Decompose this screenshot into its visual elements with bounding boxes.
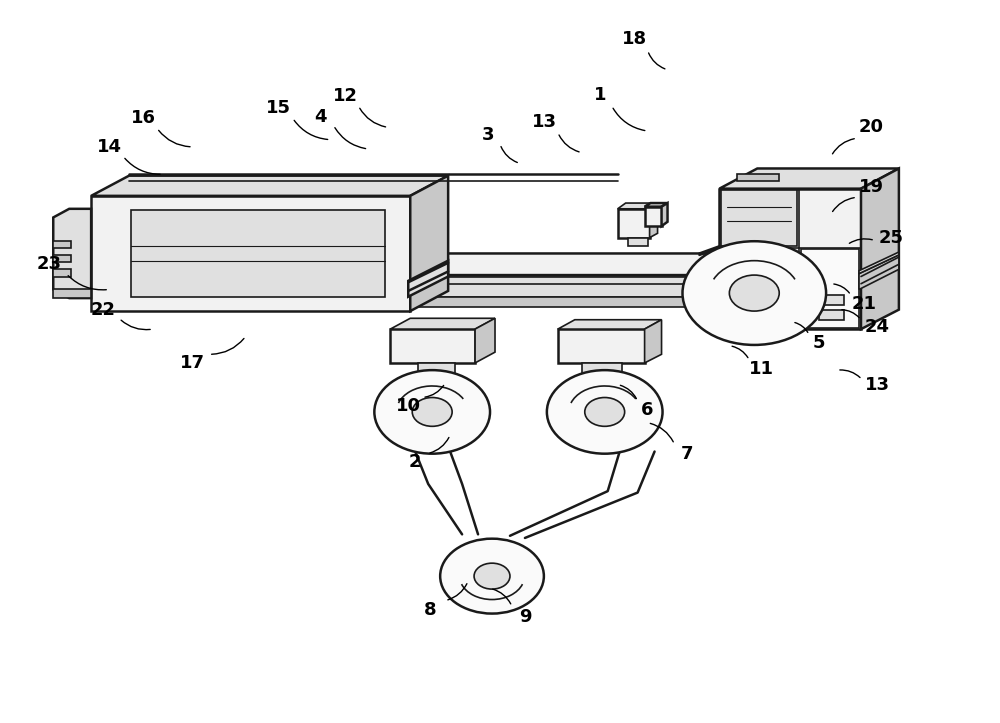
Text: 20: 20 xyxy=(858,119,883,137)
Polygon shape xyxy=(53,209,91,298)
Polygon shape xyxy=(206,296,699,307)
Text: 8: 8 xyxy=(424,601,437,619)
Polygon shape xyxy=(737,174,779,181)
Polygon shape xyxy=(410,176,448,311)
Text: 11: 11 xyxy=(749,360,774,377)
Polygon shape xyxy=(618,203,658,209)
Polygon shape xyxy=(91,196,410,311)
Polygon shape xyxy=(859,255,899,289)
Polygon shape xyxy=(618,209,650,238)
Text: 10: 10 xyxy=(396,397,421,415)
Polygon shape xyxy=(719,168,899,189)
Text: 1: 1 xyxy=(593,86,606,104)
Polygon shape xyxy=(558,329,645,363)
Text: 6: 6 xyxy=(641,401,654,419)
Text: 15: 15 xyxy=(266,99,291,117)
Polygon shape xyxy=(53,269,71,276)
Text: 18: 18 xyxy=(622,30,647,48)
Polygon shape xyxy=(390,318,495,329)
Polygon shape xyxy=(699,275,721,296)
Text: 24: 24 xyxy=(864,318,889,336)
Circle shape xyxy=(682,241,826,345)
Text: 2: 2 xyxy=(409,453,421,471)
Polygon shape xyxy=(475,318,495,363)
Circle shape xyxy=(440,539,544,614)
Text: 5: 5 xyxy=(813,335,825,353)
Text: 16: 16 xyxy=(130,109,155,127)
Circle shape xyxy=(412,398,452,427)
Circle shape xyxy=(374,370,490,454)
Polygon shape xyxy=(628,238,648,247)
Polygon shape xyxy=(53,255,71,262)
Polygon shape xyxy=(291,276,694,283)
Polygon shape xyxy=(460,578,525,581)
Text: 25: 25 xyxy=(878,228,903,247)
Polygon shape xyxy=(53,289,91,298)
Circle shape xyxy=(474,563,510,589)
Polygon shape xyxy=(53,241,71,248)
Polygon shape xyxy=(859,252,899,273)
Polygon shape xyxy=(819,309,844,320)
Text: 7: 7 xyxy=(681,445,694,463)
Text: 14: 14 xyxy=(97,138,122,156)
Text: 9: 9 xyxy=(519,608,531,626)
Polygon shape xyxy=(418,363,455,385)
Circle shape xyxy=(585,398,625,427)
Polygon shape xyxy=(801,249,859,328)
Polygon shape xyxy=(699,265,739,275)
Text: 4: 4 xyxy=(314,108,327,126)
Polygon shape xyxy=(206,275,699,296)
Text: 21: 21 xyxy=(851,295,876,313)
Text: 12: 12 xyxy=(333,87,358,106)
Polygon shape xyxy=(719,189,861,329)
Polygon shape xyxy=(582,363,622,385)
Text: 19: 19 xyxy=(858,178,883,196)
Polygon shape xyxy=(721,190,797,247)
Text: 22: 22 xyxy=(91,301,116,319)
Text: 3: 3 xyxy=(482,126,494,144)
Circle shape xyxy=(547,370,663,454)
Text: 13: 13 xyxy=(864,375,889,393)
Polygon shape xyxy=(861,168,899,329)
Text: 13: 13 xyxy=(532,114,557,132)
Polygon shape xyxy=(819,295,844,305)
Text: 23: 23 xyxy=(37,255,62,273)
Polygon shape xyxy=(645,203,668,207)
Polygon shape xyxy=(131,210,385,296)
Polygon shape xyxy=(662,203,668,226)
Polygon shape xyxy=(721,265,739,296)
Polygon shape xyxy=(645,207,662,226)
Polygon shape xyxy=(650,203,658,238)
Polygon shape xyxy=(408,261,448,296)
Text: 17: 17 xyxy=(180,354,205,372)
Circle shape xyxy=(729,275,779,311)
Polygon shape xyxy=(645,320,662,363)
Polygon shape xyxy=(390,329,475,363)
Polygon shape xyxy=(558,320,662,329)
Polygon shape xyxy=(206,254,739,275)
Polygon shape xyxy=(91,176,448,196)
